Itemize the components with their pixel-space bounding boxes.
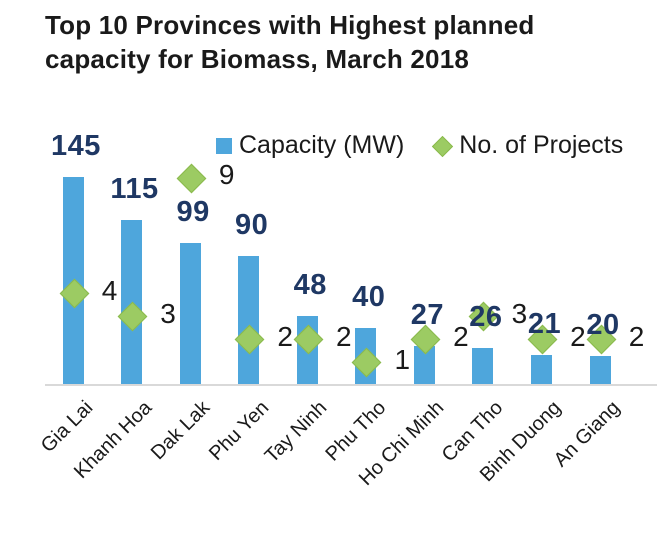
chart-title-line2: capacity for Biomass, March 2018 (45, 44, 470, 74)
projects-label-dak-lak: 9 (218, 159, 235, 190)
bar-binh-duong (530, 354, 552, 386)
projects-label-khanh-hoa: 3 (160, 297, 176, 329)
x-axis-baseline (45, 384, 657, 386)
bar-can-tho (472, 347, 494, 386)
capacity-label-tay-ninh: 48 (293, 269, 327, 302)
legend-capacity-label: Capacity (MW) (239, 131, 405, 159)
chart-title: Top 10 Provinces with Highest planned ca… (45, 8, 534, 76)
bar-phu-yen (238, 255, 260, 386)
capacity-label-dak-lak: 99 (176, 196, 210, 229)
projects-label-ho-chi-minh: 2 (453, 320, 469, 352)
capacity-label-phu-tho: 40 (352, 280, 386, 313)
chart-legend: Capacity (MW) No. of Projects (216, 131, 623, 160)
projects-diamond-dak-lak (176, 163, 206, 193)
projects-label-an-giang: 2 (628, 320, 645, 352)
chart-title-line1: Top 10 Provinces with Highest planned (45, 10, 535, 40)
capacity-label-can-tho: 26 (469, 300, 503, 333)
projects-label-binh-duong: 2 (570, 320, 586, 352)
bar-ho-chi-minh (413, 346, 435, 386)
capacity-label-phu-yen: 90 (235, 208, 269, 241)
capacity-label-binh-duong: 21 (527, 307, 562, 340)
capacity-label-an-giang: 20 (586, 309, 620, 342)
projects-label-phu-yen: 2 (277, 320, 293, 352)
projects-label-phu-tho: 1 (394, 343, 411, 375)
projects-label-gia-lai: 4 (101, 274, 118, 306)
bar-an-giang (589, 356, 611, 386)
legend-capacity-square-icon (216, 137, 232, 154)
bar-dak-lak (179, 243, 201, 386)
capacity-label-gia-lai: 145 (51, 130, 101, 163)
projects-label-tay-ninh: 2 (335, 320, 352, 352)
projects-label-can-tho: 3 (511, 297, 528, 329)
capacity-label-khanh-hoa: 115 (110, 173, 159, 206)
capacity-label-ho-chi-minh: 27 (410, 299, 444, 332)
legend-projects-label: No. of Projects (459, 131, 624, 159)
